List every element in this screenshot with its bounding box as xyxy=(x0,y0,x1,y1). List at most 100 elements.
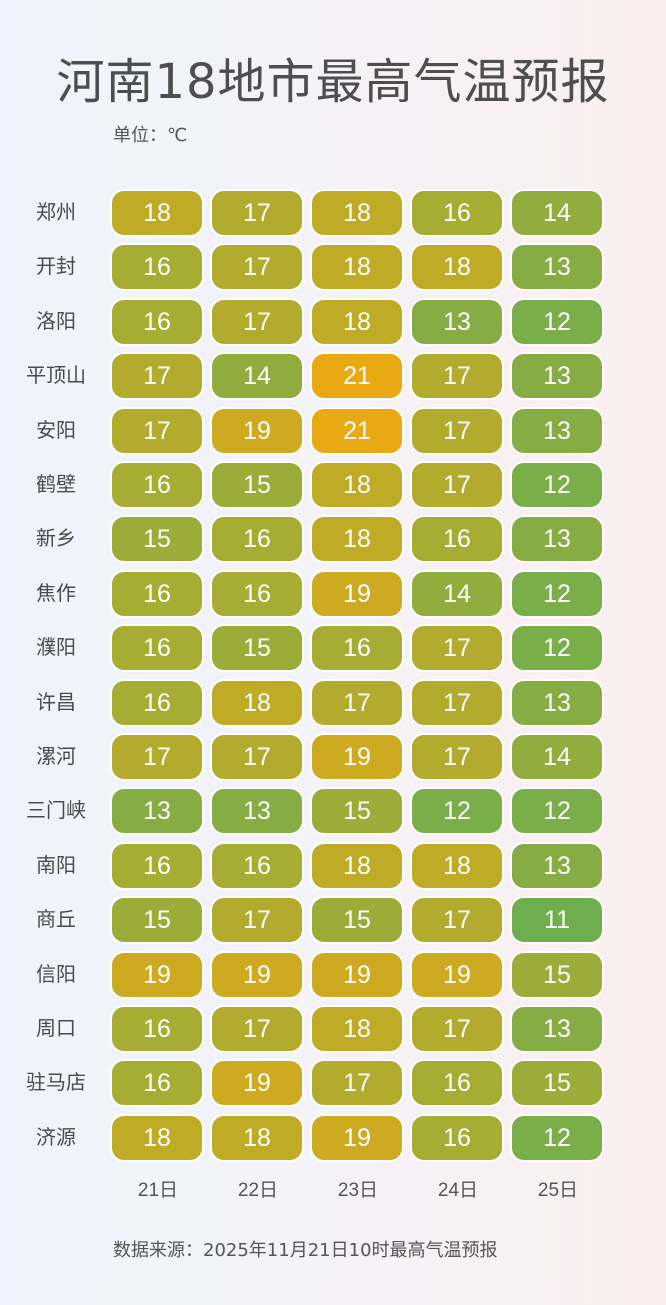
row-label-city: 安阳 xyxy=(36,417,76,442)
heatmap-cell: 14 xyxy=(510,189,604,237)
heatmap-cell: 13 xyxy=(210,787,304,836)
heatmap-cell: 18 xyxy=(210,1113,304,1162)
heatmap-cell: 19 xyxy=(210,1059,304,1108)
heatmap-cell: 15 xyxy=(210,624,304,673)
heatmap-cell: 19 xyxy=(110,950,204,999)
column-label-day: 23日 xyxy=(337,1180,379,1201)
data-source-note: 数据来源：2025年11月21日10时最高气温预报 xyxy=(113,1240,498,1261)
row-label-city: 濮阳 xyxy=(36,635,76,660)
heatmap-cell: 17 xyxy=(210,297,304,346)
heatmap-cell: 19 xyxy=(310,569,404,618)
heatmap-cell: 11 xyxy=(510,896,604,945)
heatmap-cell: 17 xyxy=(210,243,304,292)
row-label-city: 开封 xyxy=(36,254,76,279)
heatmap-cell: 18 xyxy=(410,841,504,890)
heatmap-cell: 16 xyxy=(410,189,504,237)
row-label-city: 漯河 xyxy=(36,744,76,768)
row-label-city: 信阳 xyxy=(36,961,76,986)
heatmap-cell: 19 xyxy=(210,406,304,455)
row-label-city: 济源 xyxy=(36,1124,76,1149)
heatmap-cell: 18 xyxy=(110,189,204,237)
row-label-city: 洛阳 xyxy=(36,308,76,333)
page-title: 河南18地市最高气温预报 xyxy=(56,54,610,110)
heatmap-cell: 16 xyxy=(110,678,204,727)
heatmap-cell: 13 xyxy=(510,406,604,455)
heatmap-cell: 19 xyxy=(410,950,504,999)
heatmap-cell: 13 xyxy=(510,1005,604,1053)
heatmap-cell: 14 xyxy=(510,733,604,781)
heatmap-cell: 15 xyxy=(510,1059,604,1108)
heatmap-cell: 18 xyxy=(410,243,504,292)
heatmap-cell: 16 xyxy=(210,841,304,890)
row-label-city: 平顶山 xyxy=(26,363,86,388)
heatmap-cell: 18 xyxy=(310,515,404,564)
heatmap-cell: 15 xyxy=(310,896,404,945)
heatmap-cell: 15 xyxy=(210,461,304,509)
column-label-day: 24日 xyxy=(437,1180,479,1201)
heatmap-cell: 17 xyxy=(410,678,504,727)
heatmap-cell: 17 xyxy=(310,1059,404,1108)
heatmap-cell: 16 xyxy=(310,624,404,673)
heatmap-cell: 13 xyxy=(110,787,204,836)
heatmap-cell: 17 xyxy=(110,352,204,401)
row-label-city: 商丘 xyxy=(36,907,76,932)
heatmap-cell: 14 xyxy=(210,352,304,401)
heatmap-cell: 16 xyxy=(110,1059,204,1108)
heatmap-cell: 18 xyxy=(310,841,404,890)
heatmap-cell: 17 xyxy=(310,678,404,727)
heatmap-cell: 17 xyxy=(210,1005,304,1053)
heatmap-cell: 16 xyxy=(410,515,504,564)
heatmap-cell: 13 xyxy=(510,515,604,564)
heatmap-cell: 14 xyxy=(410,569,504,618)
heatmap-cell: 16 xyxy=(110,841,204,890)
heatmap-cell: 12 xyxy=(510,569,604,618)
heatmap-cell: 16 xyxy=(110,569,204,618)
heatmap-cell: 12 xyxy=(410,787,504,836)
heatmap-cell: 16 xyxy=(410,1059,504,1108)
row-label-city: 郑州 xyxy=(36,200,76,224)
heatmap-cell: 18 xyxy=(310,1005,404,1053)
heatmap-cell: 12 xyxy=(510,297,604,346)
row-label-city: 焦作 xyxy=(36,580,76,605)
row-label-city: 周口 xyxy=(36,1016,76,1040)
heatmap-cell: 19 xyxy=(310,1113,404,1162)
heatmap-cell: 13 xyxy=(510,352,604,401)
heatmap-cell: 16 xyxy=(410,1113,504,1162)
heatmap-cell: 12 xyxy=(510,787,604,836)
heatmap-cell: 15 xyxy=(110,515,204,564)
heatmap-cell: 17 xyxy=(410,624,504,673)
heatmap-cell: 18 xyxy=(310,297,404,346)
column-label-day: 25日 xyxy=(537,1180,579,1201)
heatmap-cell: 16 xyxy=(110,243,204,292)
row-label-city: 驻马店 xyxy=(26,1070,86,1095)
column-label-day: 22日 xyxy=(237,1180,279,1201)
heatmap-cell: 16 xyxy=(110,297,204,346)
heatmap-cell: 16 xyxy=(110,461,204,509)
heatmap-cell: 16 xyxy=(110,624,204,673)
heatmap-cell: 13 xyxy=(510,678,604,727)
heatmap-cell: 15 xyxy=(310,787,404,836)
heatmap-cell: 12 xyxy=(510,461,604,509)
heatmap-cell: 18 xyxy=(210,678,304,727)
heatmap-cell: 17 xyxy=(410,352,504,401)
heatmap-cell: 17 xyxy=(410,461,504,509)
heatmap-cell: 17 xyxy=(110,406,204,455)
heatmap-cell: 17 xyxy=(110,733,204,781)
heatmap-cell: 17 xyxy=(410,406,504,455)
heatmap-cell: 13 xyxy=(410,297,504,346)
row-label-city: 新乡 xyxy=(36,526,76,551)
heatmap-cell: 21 xyxy=(310,406,404,455)
heatmap-cell: 16 xyxy=(210,569,304,618)
unit-label: 单位：℃ xyxy=(113,125,188,146)
heatmap-cell: 13 xyxy=(510,243,604,292)
heatmap-cell: 19 xyxy=(310,950,404,999)
heatmap-cell: 17 xyxy=(210,733,304,781)
column-label-day: 21日 xyxy=(137,1180,179,1201)
heatmap-cell: 17 xyxy=(410,1005,504,1053)
heatmap-cell: 18 xyxy=(310,243,404,292)
heatmap-cell: 21 xyxy=(310,352,404,401)
heatmap-cell: 19 xyxy=(310,733,404,781)
heatmap-cell: 18 xyxy=(310,461,404,509)
heatmap-cell: 12 xyxy=(510,624,604,673)
heatmap-cell: 17 xyxy=(210,189,304,237)
